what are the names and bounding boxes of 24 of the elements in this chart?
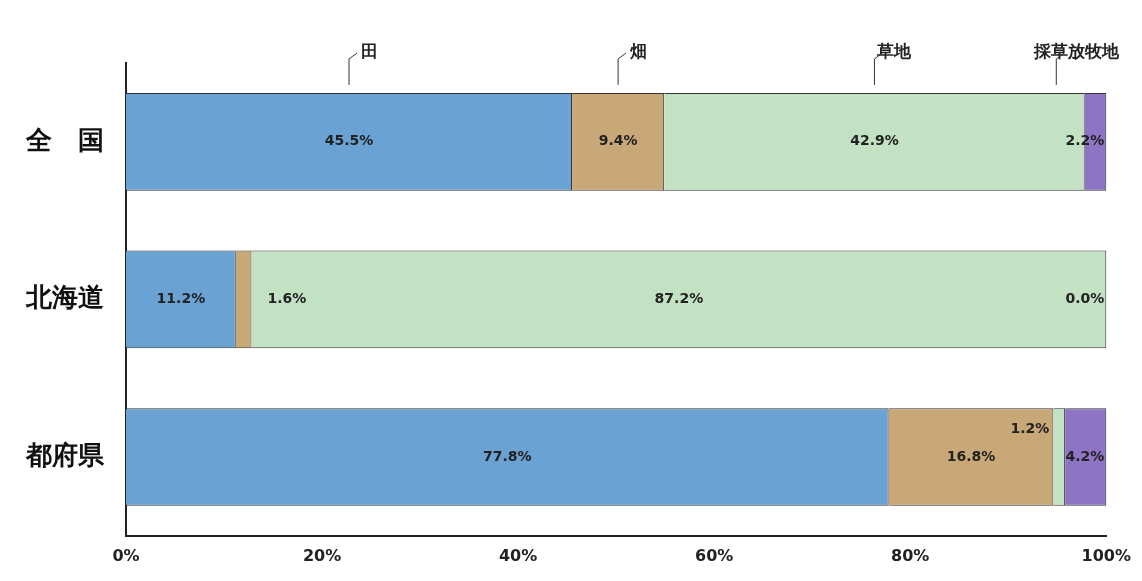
data-label: 1.2%	[1010, 419, 1050, 436]
y-tick-label: 全 国	[25, 124, 104, 155]
y-tick-label: 都府県	[25, 439, 105, 470]
x-tick-label: 100%	[1081, 545, 1131, 565]
data-label: 77.8%	[483, 447, 532, 464]
x-tick-label: 20%	[302, 545, 342, 565]
data-label: 1.6%	[267, 290, 307, 307]
data-label: 42.9%	[850, 132, 899, 149]
series-label: 畑	[628, 41, 647, 62]
data-label: 9.4%	[598, 132, 638, 149]
data-label: 11.2%	[156, 290, 206, 307]
text: 採草放牧地	[1032, 41, 1120, 62]
data-label: 45.5%	[324, 132, 374, 149]
x-tick-label: 0%	[112, 545, 140, 565]
data-label: 0.0%	[1065, 290, 1105, 307]
y-tick-label: 北海道	[25, 282, 104, 313]
data-label: 4.2%	[1065, 447, 1105, 464]
data-label: 87.2%	[654, 290, 704, 307]
series-label: 草地	[876, 41, 913, 62]
series-label: 田	[360, 41, 378, 62]
data-label: 16.8%	[946, 447, 996, 464]
x-tick-label: 60%	[695, 545, 734, 565]
x-tick-label: 80%	[891, 545, 930, 565]
x-tick-label: 40%	[498, 545, 538, 565]
